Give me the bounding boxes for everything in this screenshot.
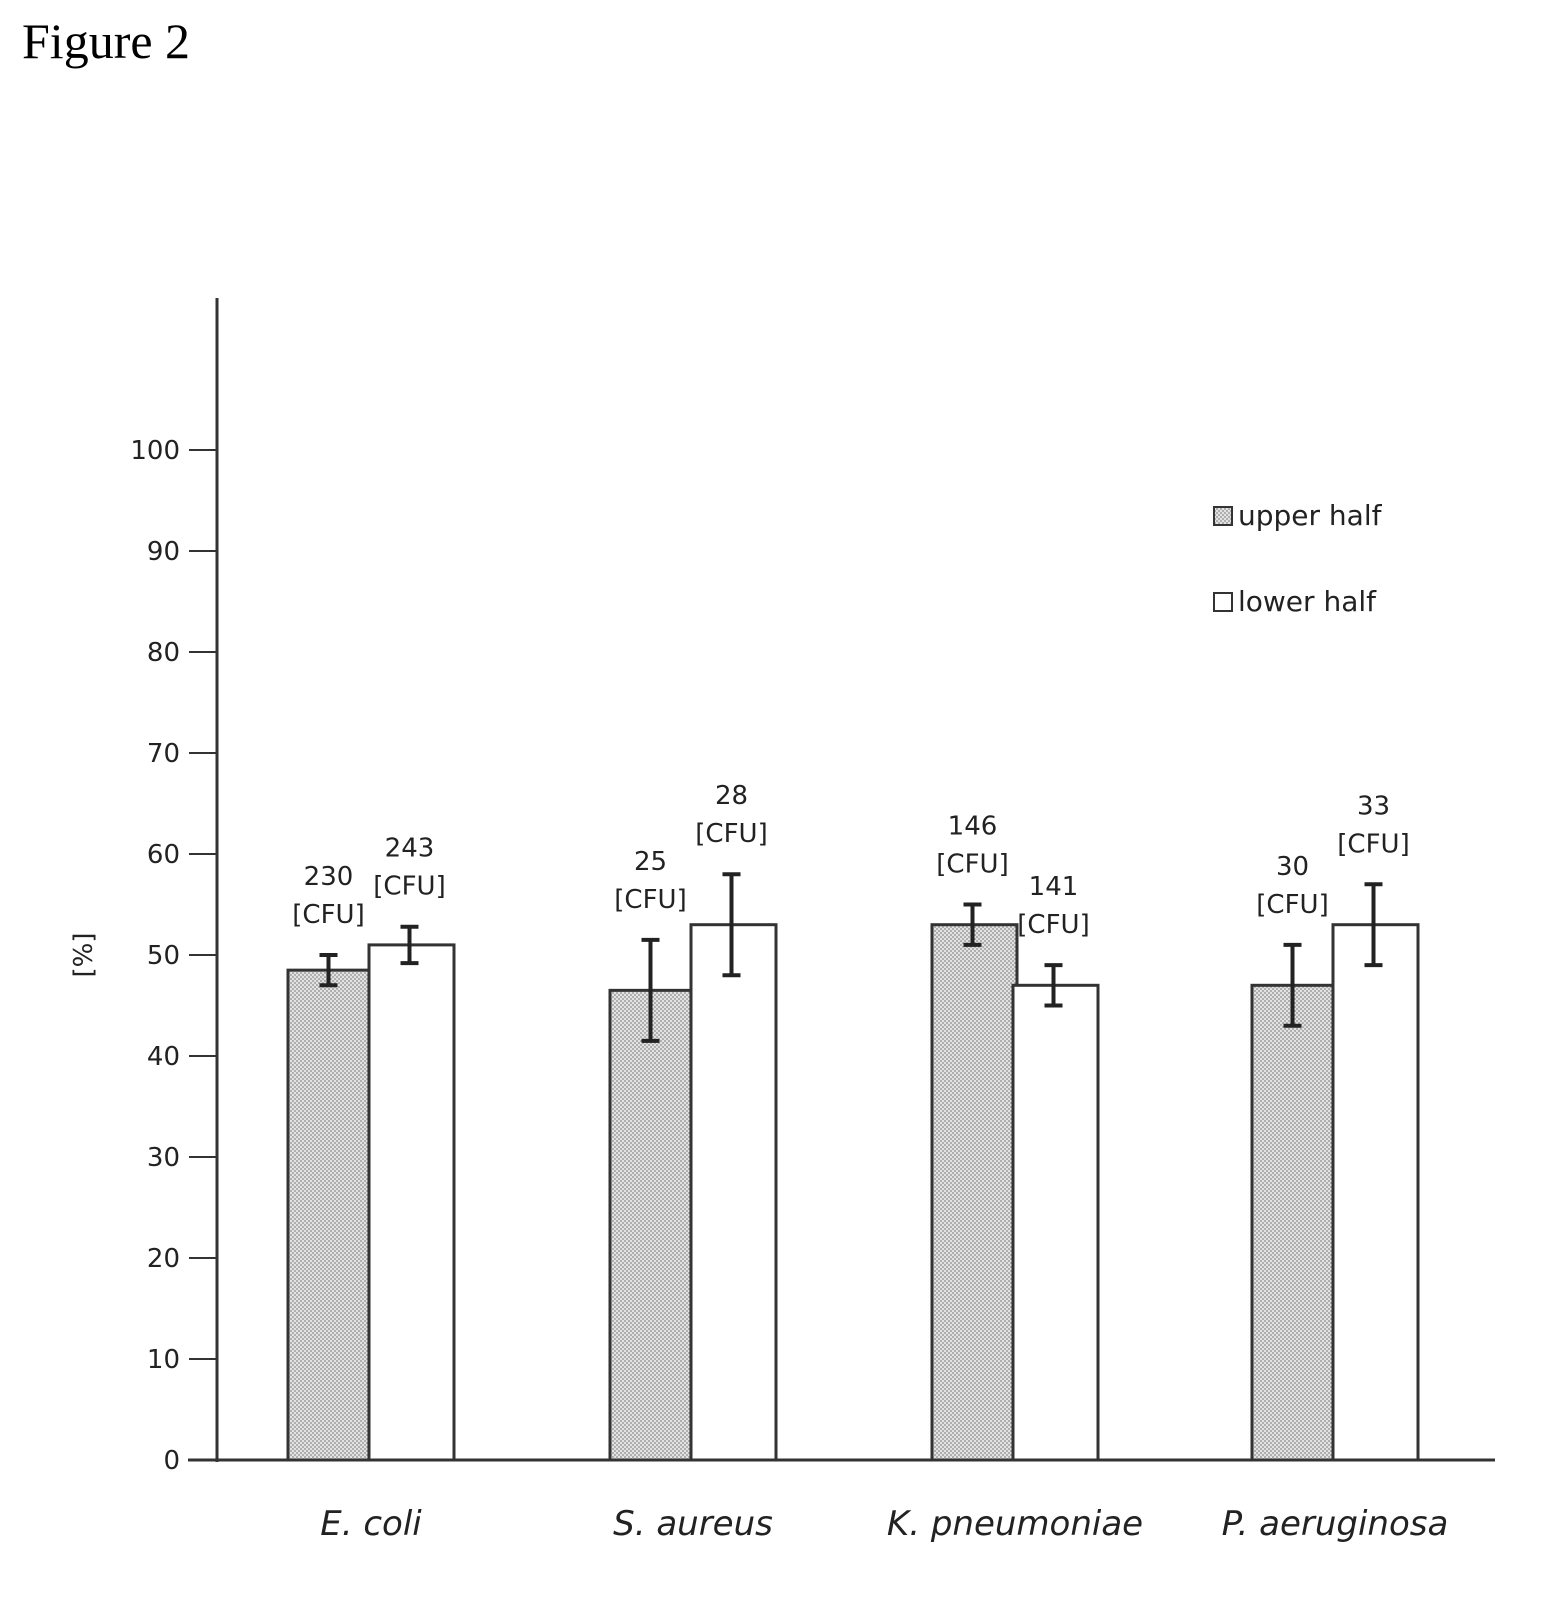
- y-tick-label: 50: [147, 941, 180, 971]
- bar-lower-half: [367, 943, 456, 1462]
- chart-error-bars: [319, 872, 1383, 1043]
- cfu-unit-label: [CFU]: [614, 885, 686, 915]
- chart-legend: upper half lower half: [1213, 499, 1383, 618]
- x-category-label: S. aureus: [613, 1504, 773, 1544]
- cfu-count-label: 146: [948, 812, 998, 842]
- cfu-unit-label: [CFU]: [1017, 910, 1089, 940]
- y-tick-label: 70: [147, 739, 180, 769]
- cfu-count-label: 243: [385, 834, 435, 864]
- bar-upper-half: [286, 968, 375, 1462]
- bar-lower-half: [689, 923, 778, 1462]
- bar-upper-half: [608, 988, 697, 1462]
- cfu-count-label: 230: [304, 862, 354, 892]
- y-tick-label: 10: [147, 1345, 180, 1375]
- chart-axes: 0 10 20 30 40 50 60 70 80 90 100 [%]: [69, 298, 1495, 1476]
- bar-upper-half: [1250, 983, 1339, 1462]
- cfu-unit-label: [CFU]: [1256, 890, 1328, 920]
- cfu-count-label: 33: [1357, 791, 1390, 821]
- figure-label: Figure 2: [22, 13, 191, 69]
- cfu-unit-label: [CFU]: [1337, 829, 1409, 859]
- x-category-label: P. aeruginosa: [1222, 1504, 1449, 1544]
- y-tick-label: 20: [147, 1244, 180, 1274]
- y-tick-label: 0: [163, 1446, 180, 1476]
- legend-swatch-upper-half: [1213, 506, 1233, 526]
- cfu-count-label: 141: [1029, 872, 1079, 902]
- y-tick-label: 90: [147, 537, 180, 567]
- chart-category-labels: E. coli S. aureus K. pneumoniae P. aerugino…: [320, 1504, 1448, 1544]
- bar-lower-half: [1331, 923, 1420, 1462]
- cfu-unit-label: [CFU]: [936, 850, 1008, 880]
- cfu-count-label: 30: [1276, 852, 1309, 882]
- cfu-unit-label: [CFU]: [695, 819, 767, 849]
- y-tick-label: 60: [147, 840, 180, 870]
- bar-lower-half: [1011, 983, 1100, 1462]
- legend-label-lower-half: lower half: [1238, 585, 1377, 618]
- cfu-unit-label: [CFU]: [292, 900, 364, 930]
- cfu-count-label: 28: [715, 781, 748, 811]
- chart-annotations: 230 [CFU] 243 [CFU] 25 [CFU] 28 [CFU] 146 [CFU] 14…: [292, 781, 1409, 940]
- y-tick-label: 30: [147, 1143, 180, 1173]
- y-tick-label: 80: [147, 638, 180, 668]
- legend-label-upper-half: upper half: [1238, 499, 1383, 532]
- x-category-label: E. coli: [320, 1504, 422, 1544]
- cfu-count-label: 25: [634, 847, 667, 877]
- legend-swatch-lower-half: [1213, 592, 1233, 612]
- bar-upper-half: [930, 923, 1019, 1462]
- y-tick-label: 100: [130, 436, 180, 466]
- chart-bars: [286, 923, 1420, 1462]
- x-category-label: K. pneumoniae: [887, 1504, 1143, 1544]
- y-tick-label: 40: [147, 1042, 180, 1072]
- y-axis-label: [%]: [69, 933, 99, 978]
- cfu-unit-label: [CFU]: [373, 872, 445, 902]
